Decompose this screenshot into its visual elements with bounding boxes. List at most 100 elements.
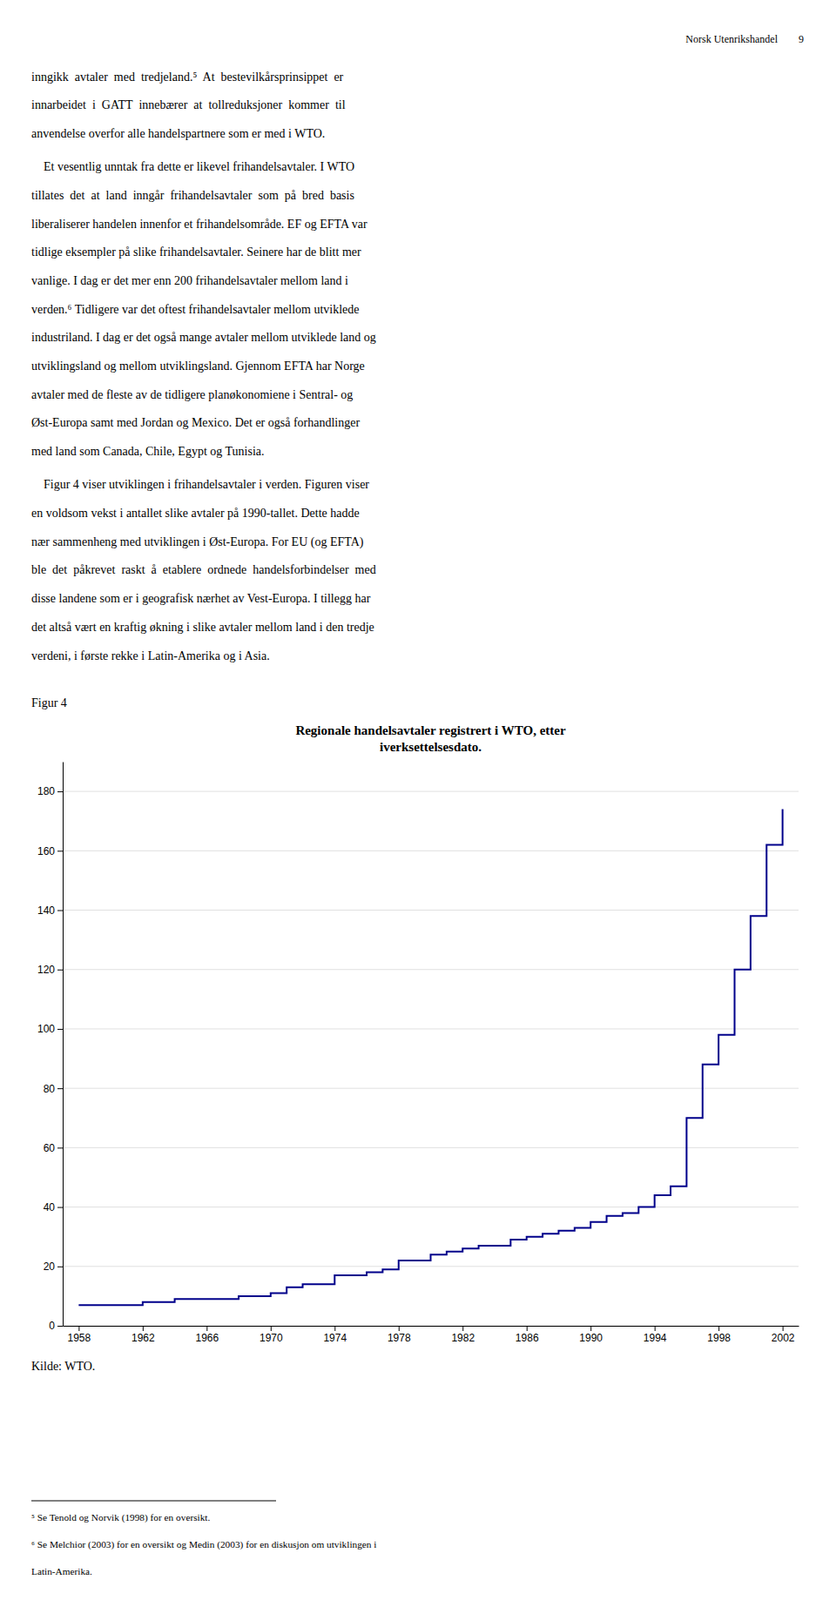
grid-line	[62, 1206, 799, 1208]
tick: 1978	[387, 1326, 412, 1345]
page-number: 9	[798, 33, 804, 46]
footnote: ⁶ Se Melchior (2003) for en oversikt og …	[31, 1539, 377, 1551]
tick-label: 140	[37, 904, 55, 917]
tick-mark	[57, 1088, 63, 1090]
tick-mark	[526, 1326, 528, 1332]
tick-mark	[57, 1029, 63, 1031]
paragraph-line: Øst-Europa samt med Jordan og Mexico. De…	[31, 416, 360, 430]
grid	[62, 791, 799, 1327]
tick-label: 180	[37, 785, 55, 798]
paragraph-line: ble det påkrevet raskt å etablere ordned…	[31, 563, 377, 577]
axis-line	[63, 1326, 800, 1328]
paragraph-line: disse landene som er i geografisk nærhet…	[31, 592, 371, 606]
tick: 1958	[67, 1326, 92, 1345]
tick-label: 120	[37, 964, 55, 977]
tick: 180	[37, 785, 63, 798]
tick-label: 1970	[259, 1332, 284, 1345]
page-title: Norsk Utenrikshandel	[685, 33, 778, 46]
tick: 80	[43, 1082, 63, 1095]
tick-mark	[57, 1207, 63, 1209]
tick-mark	[57, 850, 63, 852]
grid-line	[62, 1088, 799, 1090]
tick-mark	[57, 791, 63, 793]
grid-line	[62, 1028, 799, 1030]
tick-mark	[142, 1326, 144, 1332]
tick-mark	[334, 1326, 336, 1332]
tick: 40	[43, 1201, 63, 1214]
tick-label: 1966	[195, 1332, 219, 1345]
paragraph-line: nær sammenheng med utviklingen i Øst-Eur…	[31, 535, 365, 550]
chart: 1958 1962 1966 1970 1974 1978 1982 1986 1990 1994…	[37, 762, 800, 1345]
paragraph-line: Figur 4 viser utviklingen i frihandelsav…	[31, 478, 370, 492]
tick: 1990	[579, 1326, 603, 1345]
tick-label: 20	[43, 1260, 56, 1274]
paragraph-line: vanlige. I dag er det mer enn 200 frihan…	[31, 274, 349, 288]
tick-mark	[78, 1326, 80, 1332]
tick-label: 60	[43, 1142, 56, 1155]
step-line	[78, 809, 783, 1307]
tick: 60	[43, 1142, 63, 1155]
tick-label: 1958	[67, 1332, 92, 1345]
tick-label: 80	[43, 1082, 56, 1095]
page-header: Norsk Utenrikshandel 9	[685, 33, 804, 46]
tick-label: 1974	[323, 1332, 347, 1345]
tick-label: 1990	[579, 1332, 603, 1345]
tick-mark	[57, 1326, 63, 1328]
paragraph-line: verden.⁶ Tidligere var det oftest frihan…	[31, 303, 360, 317]
x-axis: 1958 1962 1966 1970 1974 1978 1982 1986 1990 1994…	[63, 1326, 800, 1345]
tick-mark	[206, 1326, 208, 1332]
tick-label: 1998	[707, 1332, 731, 1345]
tick: 1998	[707, 1326, 731, 1345]
footnote: Latin-Amerika.	[31, 1566, 93, 1578]
paragraph-line: avtaler med de fleste av de tidligere pl…	[31, 388, 353, 402]
paragraph-line: innarbeidet i GATT innebærer at tollredu…	[31, 98, 346, 112]
tick-mark	[782, 1326, 784, 1332]
tick-label: 0	[48, 1320, 55, 1333]
tick: 120	[37, 964, 63, 977]
tick-label: 1978	[387, 1332, 412, 1345]
tick-label: 1982	[451, 1332, 475, 1345]
grid-line	[62, 791, 799, 793]
tick-mark	[57, 1147, 63, 1149]
paragraph-line: det altså vært en kraftig økning i slike…	[31, 620, 375, 634]
paragraph-line: tillates det at land inngår frihandelsav…	[31, 188, 355, 203]
tick-mark	[57, 970, 63, 971]
grid-line	[62, 969, 799, 971]
paragraph-line: med land som Canada, Chile, Egypt og Tun…	[31, 444, 265, 459]
tick: 2002	[771, 1326, 796, 1345]
tick: 100	[37, 1023, 63, 1036]
tick: 140	[37, 904, 63, 917]
page: Norsk Utenrikshandel 9 inngikk avtaler med…	[0, 0, 836, 1600]
tick-label: 40	[43, 1201, 56, 1214]
tick: 1994	[643, 1326, 668, 1345]
grid-line	[62, 1326, 799, 1328]
tick-mark	[57, 910, 63, 912]
tick-label: 1986	[515, 1332, 540, 1345]
plot-area	[78, 809, 783, 1307]
grid-line	[62, 1266, 799, 1268]
tick: 20	[43, 1260, 63, 1274]
paragraph-line: Et vesentlig unntak fra dette er likevel…	[31, 160, 355, 174]
tick-label: 1994	[643, 1332, 668, 1345]
paragraph-line: en voldsom vekst i antallet slike avtale…	[31, 506, 360, 520]
grid-line	[62, 850, 799, 852]
tick-label: 160	[37, 845, 55, 858]
paragraph-line: utviklingsland og mellom utviklingsland.…	[31, 359, 365, 373]
paragraph-line: inngikk avtaler med tredjeland.⁵ At best…	[31, 70, 344, 84]
tick: 1982	[451, 1326, 475, 1345]
tick: 1970	[259, 1326, 284, 1345]
tick: 1962	[131, 1326, 156, 1345]
y-axis: 0 20 40 60 80 100 120 140 160 180	[37, 762, 64, 1334]
footnote: ⁵ Se Tenold og Norvik (1998) for en over…	[31, 1512, 210, 1524]
chart-title: Regionale handelsavtaler registrert i WT…	[295, 723, 567, 755]
tick-label: 1962	[131, 1332, 156, 1345]
tick-mark	[398, 1326, 400, 1332]
grid-line	[62, 1147, 799, 1149]
tick-mark	[590, 1326, 592, 1332]
paragraph-line: tidlige eksempler på slike frihandelsavt…	[31, 245, 362, 259]
tick: 0	[48, 1320, 63, 1333]
tick-mark	[462, 1326, 464, 1332]
tick: 1974	[323, 1326, 347, 1345]
tick-mark	[270, 1326, 272, 1332]
figure-label: Figur 4	[31, 696, 68, 710]
